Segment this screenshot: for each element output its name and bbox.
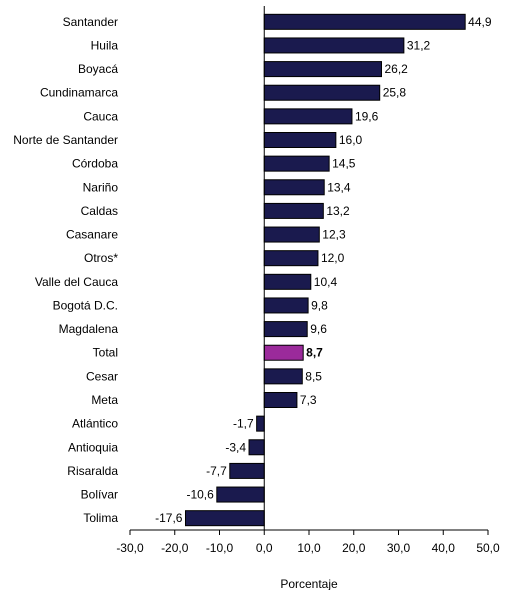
value-label: -1,7 xyxy=(233,417,254,431)
value-label: 25,8 xyxy=(383,86,407,100)
category-label: Caldas xyxy=(81,204,118,218)
category-label: Tolima xyxy=(83,511,118,525)
category-label: Nariño xyxy=(83,180,119,194)
category-label: Cauca xyxy=(83,109,118,123)
x-tick-label: 40,0 xyxy=(432,541,456,555)
bar xyxy=(263,61,382,78)
x-tick-label: -20,0 xyxy=(161,541,189,555)
bar xyxy=(184,510,265,527)
category-label: Casanare xyxy=(66,228,118,242)
bar xyxy=(263,202,324,219)
value-label: 8,7 xyxy=(306,346,323,360)
category-label: Magdalena xyxy=(59,322,119,336)
bar xyxy=(263,132,337,148)
x-tick-label: -30,0 xyxy=(116,541,144,555)
bar xyxy=(263,321,308,338)
bar xyxy=(263,155,330,172)
category-label: Córdoba xyxy=(72,157,118,171)
category-label: Cesar xyxy=(86,369,118,383)
value-label: 13,2 xyxy=(326,204,350,218)
value-label: 14,5 xyxy=(332,157,356,171)
category-label: Santander xyxy=(63,15,118,29)
bar xyxy=(263,84,381,101)
category-label: Huila xyxy=(91,38,119,52)
x-tick-label: 30,0 xyxy=(387,541,411,555)
value-label: 26,2 xyxy=(384,62,408,76)
bar xyxy=(263,392,298,408)
category-label: Cundinamarca xyxy=(40,86,118,100)
bar xyxy=(263,226,320,243)
category-label: Total xyxy=(93,346,118,360)
value-label: 44,9 xyxy=(468,15,492,29)
value-label: -7,7 xyxy=(206,464,227,478)
category-label: Risaralda xyxy=(67,464,118,478)
value-label: 9,8 xyxy=(311,298,328,312)
bar xyxy=(216,486,265,503)
value-label: 31,2 xyxy=(407,38,431,52)
value-label: -17,6 xyxy=(155,511,183,525)
bar xyxy=(263,273,312,290)
x-tick-label: -10,0 xyxy=(206,541,234,555)
bar xyxy=(263,368,303,385)
value-label: 10,4 xyxy=(314,275,338,289)
category-label: Boyacá xyxy=(78,62,118,76)
bar xyxy=(263,37,405,54)
value-label: -3,4 xyxy=(225,440,246,454)
x-tick-label: 50,0 xyxy=(476,541,500,555)
bar xyxy=(263,179,325,196)
bar xyxy=(263,297,309,314)
bar xyxy=(263,108,353,125)
x-axis-label: Porcentaje xyxy=(280,577,338,590)
bar xyxy=(248,439,265,456)
value-label: 13,4 xyxy=(327,180,351,194)
bar xyxy=(263,13,466,30)
category-label: Norte de Santander xyxy=(13,133,118,147)
value-label: 7,3 xyxy=(300,393,317,407)
value-label: 8,5 xyxy=(305,369,322,383)
value-label: 16,0 xyxy=(339,133,363,147)
category-label: Bogotá D.C. xyxy=(53,298,118,312)
category-label: Atlántico xyxy=(72,417,118,431)
category-label: Meta xyxy=(91,393,118,407)
value-label: 12,0 xyxy=(321,251,345,265)
bar xyxy=(263,250,319,267)
bar xyxy=(256,415,265,432)
x-tick-label: 0,0 xyxy=(256,541,273,555)
bar xyxy=(229,462,265,479)
bar-total xyxy=(263,344,304,361)
value-label: 12,3 xyxy=(322,228,346,242)
value-label: 19,6 xyxy=(355,109,379,123)
value-label: 9,6 xyxy=(310,322,327,336)
value-label: -10,6 xyxy=(186,488,214,502)
category-label: Valle del Cauca xyxy=(35,275,118,289)
x-tick-label: 10,0 xyxy=(297,541,321,555)
x-tick-label: 20,0 xyxy=(342,541,366,555)
category-label: Otros* xyxy=(84,251,118,265)
category-label: Bolívar xyxy=(81,488,118,502)
category-label: Antioquia xyxy=(68,440,118,454)
